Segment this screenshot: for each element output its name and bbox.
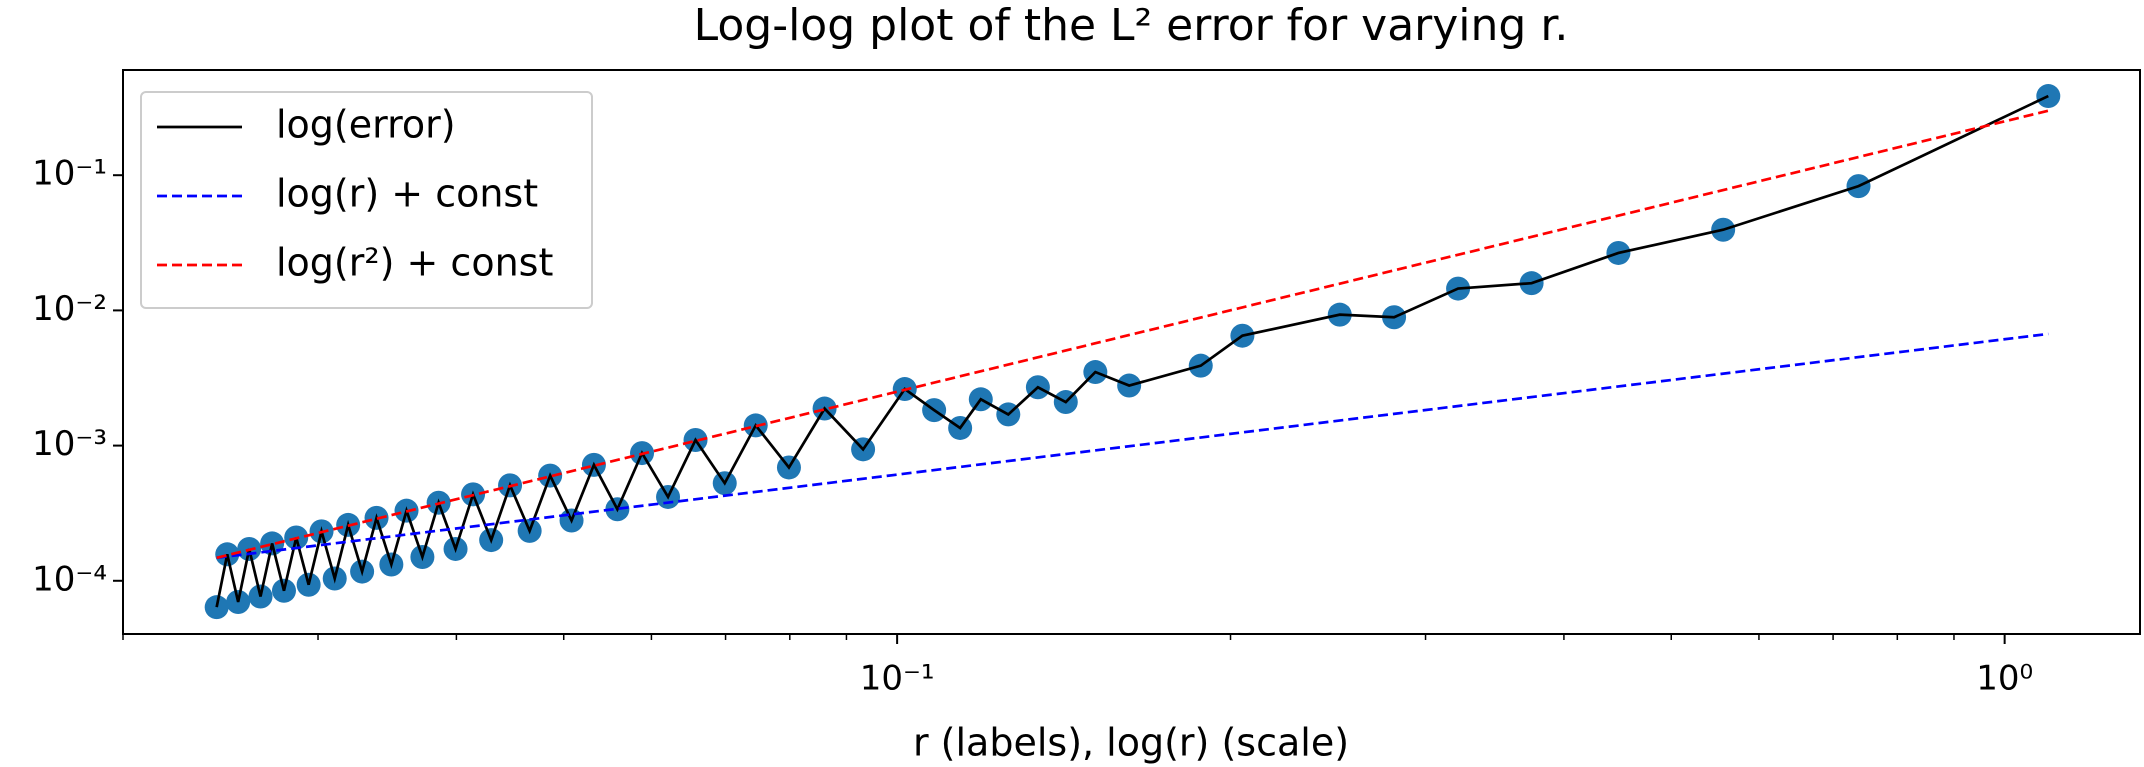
y-tick-label: 10⁻¹ <box>32 154 107 194</box>
data-line <box>216 332 2049 560</box>
legend-label: log(r) + const <box>276 172 538 216</box>
y-tick-label: 10⁻³ <box>32 424 107 464</box>
chart-title: Log-log plot of the L² error for varying… <box>694 0 1569 51</box>
legend-label: log(error) <box>276 103 456 147</box>
x-tick-label: 10⁰ <box>1976 659 2033 699</box>
x-tick-label: 10⁻¹ <box>860 659 935 699</box>
y-tick-label: 10⁻⁴ <box>32 559 107 599</box>
legend-box <box>140 91 593 309</box>
legend-label: log(r²) + const <box>276 241 553 285</box>
plot-area <box>204 84 2061 620</box>
data-point <box>2036 84 2061 109</box>
plot-frame <box>122 69 2141 635</box>
y-tick-label: 10⁻² <box>32 289 107 329</box>
data-line <box>215 94 2049 608</box>
x-axis-label: r (labels), log(r) (scale) <box>913 721 1349 765</box>
